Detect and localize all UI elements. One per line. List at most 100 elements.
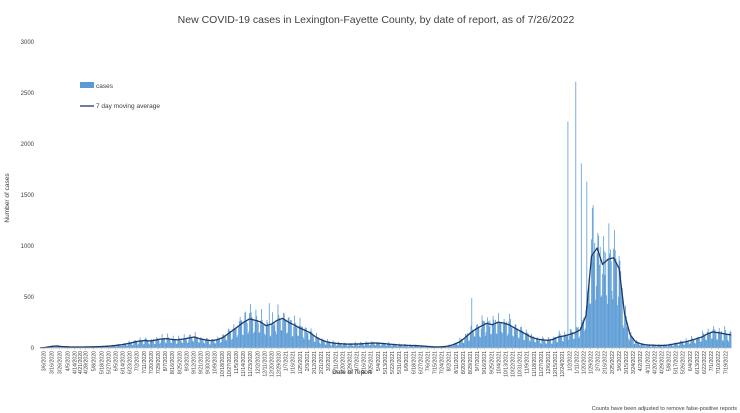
- case-bar: [666, 346, 668, 348]
- case-bar: [324, 344, 326, 348]
- x-tick-label: 4/16/2021: [362, 351, 368, 374]
- case-bar: [175, 343, 177, 348]
- case-bar: [389, 344, 391, 348]
- case-bar: [494, 324, 496, 348]
- case-bar: [430, 347, 432, 348]
- case-bar: [204, 343, 206, 348]
- case-bar: [105, 345, 107, 348]
- case-bar: [511, 327, 513, 348]
- case-bar: [584, 328, 586, 348]
- x-tick-label: 3/16/2020: [50, 351, 56, 374]
- case-bar: [540, 343, 542, 348]
- case-bar: [492, 315, 494, 348]
- case-bar: [703, 334, 705, 348]
- x-tick-label: 11/27/2021: [539, 351, 545, 377]
- case-bar: [380, 345, 382, 348]
- case-bar: [672, 345, 674, 348]
- case-bar: [392, 344, 394, 348]
- case-bar: [206, 338, 208, 348]
- case-bar: [532, 336, 534, 348]
- case-bar: [242, 335, 244, 348]
- case-bar: [613, 248, 615, 348]
- case-bar: [692, 340, 694, 348]
- case-bar: [164, 337, 165, 348]
- x-tick-label: 10/18/2020: [220, 351, 226, 377]
- case-bar: [198, 342, 200, 348]
- case-bar: [104, 346, 106, 348]
- case-bar: [186, 339, 187, 348]
- x-tick-label: 7/19/2022: [723, 351, 729, 374]
- x-tick-label: 7/1/2022: [709, 351, 715, 371]
- case-bar: [665, 345, 667, 348]
- case-bar: [168, 339, 170, 348]
- case-bar: [292, 336, 294, 348]
- case-bar: [413, 346, 415, 348]
- case-bar: [611, 290, 613, 348]
- case-bar: [394, 344, 396, 348]
- case-bar: [701, 337, 703, 348]
- case-bar: [697, 337, 699, 348]
- case-bar: [134, 340, 136, 348]
- case-bar: [234, 328, 236, 348]
- x-tick-label: 5/22/2021: [390, 351, 396, 374]
- case-bar: [110, 346, 112, 348]
- case-bar: [209, 344, 211, 348]
- case-bar: [383, 342, 384, 348]
- case-bar: [464, 339, 466, 348]
- case-bar: [200, 337, 202, 348]
- case-bar: [505, 323, 507, 348]
- x-tick-label: 5/17/2022: [674, 351, 680, 374]
- case-bar: [681, 342, 683, 348]
- case-bar: [627, 327, 629, 348]
- case-bar: [579, 336, 581, 348]
- case-bar: [528, 333, 529, 348]
- case-bar: [616, 262, 618, 348]
- x-tick-label: 5/18/2020: [99, 351, 105, 374]
- case-bar: [238, 326, 239, 348]
- case-bar: [126, 345, 128, 348]
- case-bar: [222, 334, 224, 348]
- case-bar: [279, 320, 281, 348]
- case-bar: [654, 344, 655, 348]
- x-tick-label: 6/18/2021: [411, 351, 417, 374]
- case-bar: [567, 121, 569, 348]
- case-bar: [526, 332, 528, 348]
- case-bar: [58, 345, 60, 348]
- case-bar: [721, 340, 723, 348]
- case-bar: [220, 342, 221, 348]
- case-bar: [179, 337, 180, 348]
- case-bar: [321, 338, 323, 348]
- case-bar: [480, 328, 482, 348]
- case-bar: [685, 338, 687, 348]
- case-bar: [341, 345, 343, 348]
- case-bar: [210, 340, 212, 348]
- case-bar: [304, 328, 306, 348]
- case-bar: [161, 334, 163, 348]
- case-bar: [300, 325, 302, 348]
- case-bar: [355, 342, 357, 348]
- x-tick-label: 4/29/2022: [659, 351, 665, 374]
- case-bar: [149, 340, 151, 348]
- case-bar: [669, 343, 670, 348]
- x-tick-label: 3/2/2021: [326, 351, 332, 371]
- case-bar: [282, 319, 284, 348]
- case-bar: [269, 336, 271, 348]
- case-bar: [621, 288, 623, 348]
- case-bar: [602, 236, 604, 348]
- case-bar: [318, 338, 320, 348]
- case-bar: [315, 337, 317, 348]
- case-bar: [53, 345, 55, 348]
- case-bar: [718, 327, 720, 348]
- case-bar: [632, 337, 633, 348]
- case-bar: [333, 342, 335, 348]
- case-bar: [196, 337, 198, 348]
- case-bar: [377, 342, 379, 348]
- case-bar: [587, 291, 588, 348]
- case-bar: [141, 340, 143, 348]
- case-bar: [405, 345, 407, 348]
- case-bar: [112, 345, 114, 348]
- case-bar: [538, 340, 540, 348]
- case-bar: [232, 328, 234, 348]
- case-bar: [364, 345, 366, 348]
